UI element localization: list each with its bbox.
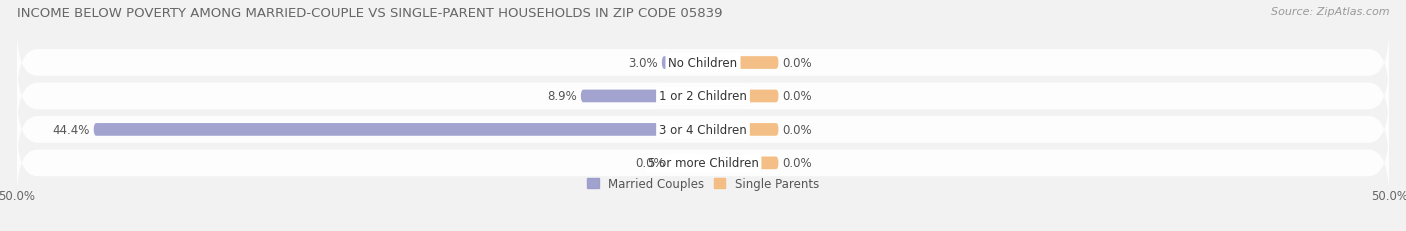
FancyBboxPatch shape [703, 57, 779, 70]
Legend: Married Couples, Single Parents: Married Couples, Single Parents [586, 177, 820, 190]
FancyBboxPatch shape [703, 90, 779, 103]
FancyBboxPatch shape [662, 57, 703, 70]
Text: Source: ZipAtlas.com: Source: ZipAtlas.com [1271, 7, 1389, 17]
Text: INCOME BELOW POVERTY AMONG MARRIED-COUPLE VS SINGLE-PARENT HOUSEHOLDS IN ZIP COD: INCOME BELOW POVERTY AMONG MARRIED-COUPL… [17, 7, 723, 20]
FancyBboxPatch shape [17, 127, 1389, 200]
FancyBboxPatch shape [703, 157, 779, 170]
FancyBboxPatch shape [669, 157, 703, 170]
Text: 0.0%: 0.0% [783, 90, 813, 103]
FancyBboxPatch shape [581, 90, 703, 103]
Text: No Children: No Children [668, 57, 738, 70]
Text: 5 or more Children: 5 or more Children [648, 157, 758, 170]
FancyBboxPatch shape [17, 27, 1389, 100]
FancyBboxPatch shape [17, 93, 1389, 167]
FancyBboxPatch shape [94, 124, 703, 136]
Text: 0.0%: 0.0% [783, 123, 813, 136]
Text: 44.4%: 44.4% [52, 123, 90, 136]
FancyBboxPatch shape [703, 124, 779, 136]
Text: 8.9%: 8.9% [547, 90, 576, 103]
Text: 3 or 4 Children: 3 or 4 Children [659, 123, 747, 136]
Text: 0.0%: 0.0% [783, 57, 813, 70]
Text: 0.0%: 0.0% [783, 157, 813, 170]
FancyBboxPatch shape [17, 60, 1389, 133]
Text: 3.0%: 3.0% [628, 57, 658, 70]
Text: 1 or 2 Children: 1 or 2 Children [659, 90, 747, 103]
Text: 0.0%: 0.0% [636, 157, 665, 170]
